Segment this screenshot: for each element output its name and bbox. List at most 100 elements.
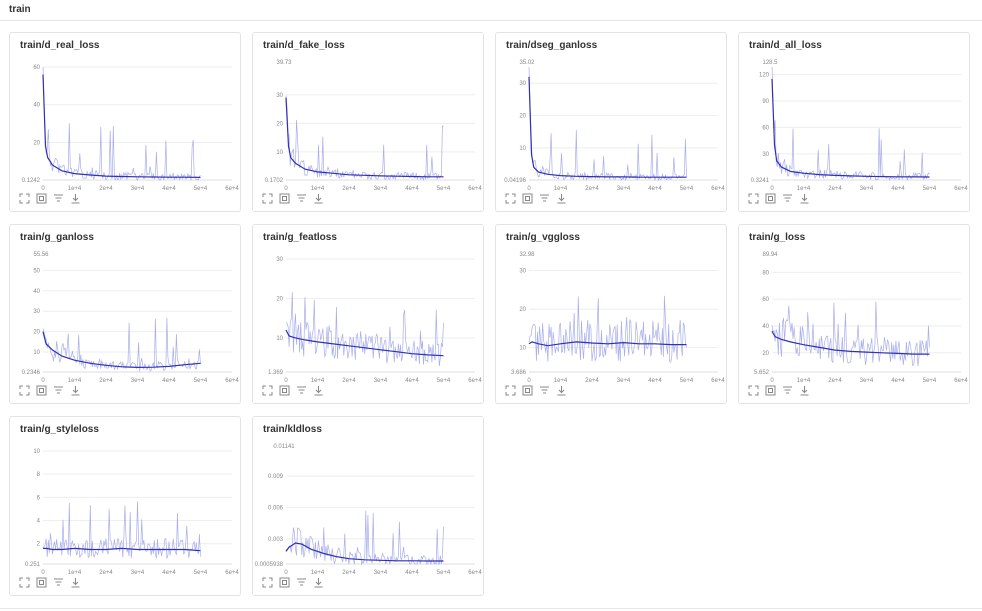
chart-card: train/dseg_ganloss 10 20 30 0.04196 35.02 0 1e+… — [495, 32, 727, 212]
fit-icon[interactable] — [279, 577, 290, 588]
download-icon[interactable] — [313, 385, 324, 396]
download-icon[interactable] — [70, 577, 81, 588]
y-tick-label: 30 — [33, 309, 40, 315]
download-icon[interactable] — [799, 193, 810, 204]
y-max-label: 55.56 — [33, 252, 49, 258]
expand-icon[interactable] — [505, 193, 516, 204]
expand-icon[interactable] — [748, 385, 759, 396]
filter-icon[interactable] — [53, 193, 64, 204]
smoothed-series-line — [771, 78, 930, 178]
y-max-label: 35.02 — [519, 60, 535, 66]
x-tick-label: 1e+4 — [68, 378, 82, 383]
y-min-label: 3.686 — [511, 370, 527, 376]
fit-icon[interactable] — [522, 193, 533, 204]
fit-icon[interactable] — [279, 193, 290, 204]
chart-plot[interactable]: 10 20 30 3.686 32.98 0 1e+4 2e+4 3e+4 4e+4 5e+4 6e+… — [496, 225, 728, 383]
fit-icon[interactable] — [36, 577, 47, 588]
chart-title: train/g_styleloss — [20, 424, 99, 435]
x-tick-label: 6e+4 — [954, 186, 968, 191]
expand-icon[interactable] — [262, 193, 273, 204]
chart-plot[interactable]: 10 20 30 40 50 0.2346 55.56 0 1e+4 2e+4 3e+4 4e+4 5e… — [10, 225, 242, 383]
expand-icon[interactable] — [19, 385, 30, 396]
chart-toolbar — [748, 385, 810, 396]
y-tick-label: 50 — [33, 268, 40, 274]
x-tick-label: 2e+4 — [99, 186, 113, 191]
x-tick-label: 6e+4 — [225, 186, 239, 191]
filter-icon[interactable] — [782, 385, 793, 396]
y-min-label: 0.1242 — [22, 178, 41, 184]
y-max-label: 32.98 — [519, 252, 535, 258]
filter-icon[interactable] — [782, 193, 793, 204]
chart-plot[interactable]: 10 20 30 0.04196 35.02 0 1e+4 2e+4 3e+4 4e+4 5e+4 6… — [496, 33, 728, 191]
x-tick-label: 6e+4 — [225, 570, 239, 575]
filter-icon[interactable] — [296, 385, 307, 396]
chart-card: train/g_loss 20 40 60 80 5.652 89.94 0 1e+4 2e+4 3… — [738, 224, 970, 404]
fit-icon[interactable] — [36, 193, 47, 204]
x-tick-label: 5e+4 — [194, 186, 208, 191]
download-icon[interactable] — [313, 577, 324, 588]
y-tick-label: 0.003 — [268, 537, 284, 543]
expand-icon[interactable] — [262, 577, 273, 588]
x-tick-label: 4e+4 — [648, 378, 662, 383]
y-tick-label: 30 — [519, 268, 526, 274]
fit-icon[interactable] — [279, 385, 290, 396]
chart-card: train/g_vggloss 10 20 30 3.686 32.98 0 1e+4 2e+4… — [495, 224, 727, 404]
smoothed-series-line — [43, 547, 201, 552]
y-tick-label: 20 — [276, 296, 283, 302]
expand-icon[interactable] — [505, 385, 516, 396]
chart-title: train/g_featloss — [263, 232, 337, 243]
download-icon[interactable] — [70, 193, 81, 204]
filter-icon[interactable] — [296, 193, 307, 204]
x-tick-label: 6e+4 — [468, 570, 482, 575]
download-icon[interactable] — [556, 385, 567, 396]
chart-plot[interactable]: 0.003 0.006 0.009 0.0005938 0.01141 0 1e+4 2e+4… — [253, 417, 485, 575]
y-tick-label: 30 — [762, 152, 769, 158]
y-tick-label: 0.009 — [268, 474, 284, 480]
chart-plot[interactable]: 10 20 30 0.1702 39.73 0 1e+4 2e+4 3e+4 4e+4 5e+4 6e… — [253, 33, 485, 191]
y-tick-label: 60 — [33, 65, 40, 71]
expand-icon[interactable] — [748, 193, 759, 204]
y-tick-label: 10 — [519, 146, 526, 152]
chart-card: train/g_featloss 10 20 30 1.369 0 1e+4 2e+4 3e+4… — [252, 224, 484, 404]
filter-icon[interactable] — [296, 577, 307, 588]
filter-icon[interactable] — [53, 577, 64, 588]
y-tick-label: 0.006 — [268, 506, 284, 512]
y-tick-label: 30 — [519, 81, 526, 87]
filter-icon[interactable] — [539, 193, 550, 204]
x-tick-label: 2e+4 — [585, 378, 599, 383]
x-tick-label: 3e+4 — [617, 378, 631, 383]
x-tick-label: 6e+4 — [954, 378, 968, 383]
fit-icon[interactable] — [36, 385, 47, 396]
chart-toolbar — [262, 385, 324, 396]
y-tick-label: 8 — [37, 472, 41, 478]
download-icon[interactable] — [799, 385, 810, 396]
y-tick-label: 20 — [276, 121, 283, 127]
filter-icon[interactable] — [539, 385, 550, 396]
expand-icon[interactable] — [19, 577, 30, 588]
fit-icon[interactable] — [522, 385, 533, 396]
smoothed-series-line — [528, 341, 687, 347]
x-tick-label: 1e+4 — [554, 186, 568, 191]
x-tick-label: 3e+4 — [860, 186, 874, 191]
chart-plot[interactable]: 30 60 90 120 0.3241 128.5 0 1e+4 2e+4 3e+4 4e+4 5e+… — [739, 33, 971, 191]
chart-plot[interactable]: 20 40 60 80 5.652 89.94 0 1e+4 2e+4 3e+4 4e+4 5e+4 6… — [739, 225, 971, 383]
expand-icon[interactable] — [19, 193, 30, 204]
download-icon[interactable] — [556, 193, 567, 204]
x-tick-label: 6e+4 — [711, 378, 725, 383]
filter-icon[interactable] — [53, 385, 64, 396]
x-tick-label: 3e+4 — [374, 186, 388, 191]
download-icon[interactable] — [70, 385, 81, 396]
fit-icon[interactable] — [765, 193, 776, 204]
y-tick-label: 120 — [759, 72, 770, 78]
x-tick-label: 2e+4 — [342, 186, 356, 191]
download-icon[interactable] — [313, 193, 324, 204]
x-tick-label: 1e+4 — [68, 186, 82, 191]
expand-icon[interactable] — [262, 385, 273, 396]
fit-icon[interactable] — [765, 385, 776, 396]
y-min-label: 0.04196 — [504, 178, 526, 184]
x-tick-label: 5e+4 — [194, 570, 208, 575]
x-tick-label: 6e+4 — [225, 378, 239, 383]
